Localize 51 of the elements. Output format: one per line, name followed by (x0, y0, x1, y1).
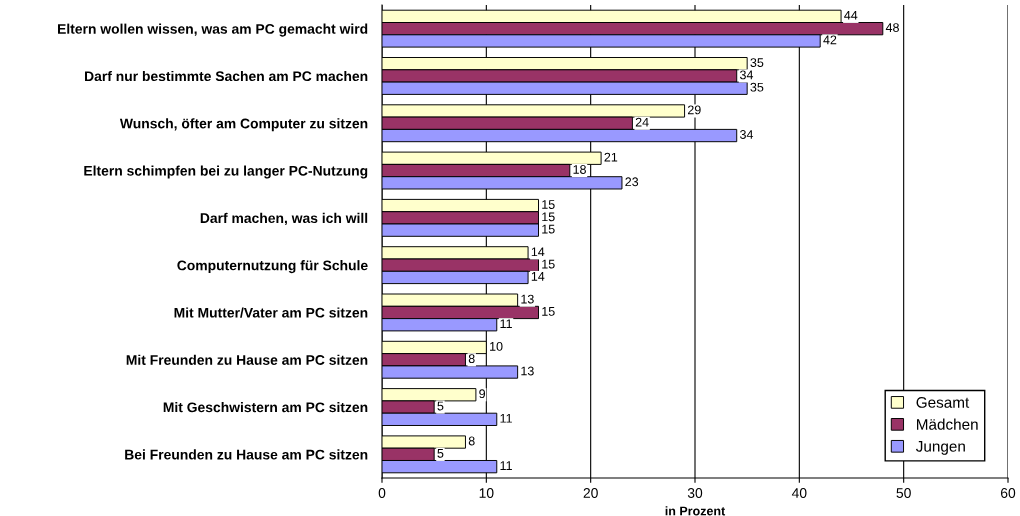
data-label: 35 (750, 58, 764, 68)
data-label: 11 (500, 461, 512, 470)
data-label: 11 (500, 319, 512, 328)
y-tick-label: Darf machen, was ich will (200, 212, 368, 226)
data-label: 15 (542, 212, 555, 222)
data-label: 15 (542, 224, 555, 234)
legend-label: Mädchen (917, 418, 978, 430)
data-label: 18 (573, 165, 586, 174)
x-tick-label: 30 (687, 488, 703, 498)
legend-label: Jungen (915, 441, 965, 455)
data-label: 42 (823, 35, 837, 45)
y-tick-label: Computernutzung für Schule (177, 260, 368, 274)
y-tick-label: Eltern schimpfen bei zu langer PC-Nutzung (84, 165, 368, 179)
data-label: 14 (531, 272, 545, 281)
data-label: 10 (490, 341, 503, 351)
x-tick-label: 60 (1000, 488, 1016, 498)
y-tick-label: Bei Freunden zu Hause am PC sitzen (125, 449, 368, 460)
x-tick-label: 0 (378, 488, 386, 498)
data-label: 23 (625, 177, 639, 187)
legend-label: Gesamt (916, 397, 970, 408)
data-label: 5 (437, 448, 444, 458)
x-tick-label: 50 (896, 488, 911, 498)
data-label: 8 (468, 436, 475, 446)
data-label: 35 (750, 82, 764, 92)
data-label: 15 (542, 200, 555, 209)
x-tick-label: 20 (583, 488, 598, 498)
y-tick-label: Darf nur bestimmte Sachen am PC machen (85, 70, 368, 82)
data-label: 13 (521, 366, 534, 376)
y-tick-label: Wunsch, öfter am Computer zu sitzen (119, 118, 368, 132)
data-label: 11 (500, 413, 512, 423)
x-tick-label: 10 (479, 488, 494, 498)
data-label: 48 (885, 23, 899, 33)
x-tick-label: 40 (791, 488, 807, 498)
data-label: 15 (542, 307, 555, 316)
data-label: 13 (521, 294, 534, 304)
data-label: 24 (635, 117, 649, 127)
data-label: 15 (542, 259, 555, 269)
data-label: 5 (437, 401, 444, 411)
x-axis-title: in Prozent (665, 506, 726, 516)
y-tick-label: Mit Mutter/Vater am PC sitzen (174, 307, 368, 318)
y-tick-label: Eltern wollen wissen, was am PC gemacht wird (58, 23, 368, 37)
data-label: 21 (604, 152, 618, 162)
data-label: 9 (479, 389, 486, 399)
data-label: 34 (739, 130, 754, 139)
data-label: 29 (687, 105, 701, 115)
data-label: 34 (739, 70, 754, 80)
y-tick-label: Mit Geschwistern am PC sitzen (163, 402, 368, 413)
data-label: 14 (531, 247, 545, 257)
y-tick-label: Mit Freunden zu Hause am PC sitzen (126, 354, 368, 365)
data-label: 8 (468, 354, 475, 364)
data-label: 44 (844, 10, 858, 20)
